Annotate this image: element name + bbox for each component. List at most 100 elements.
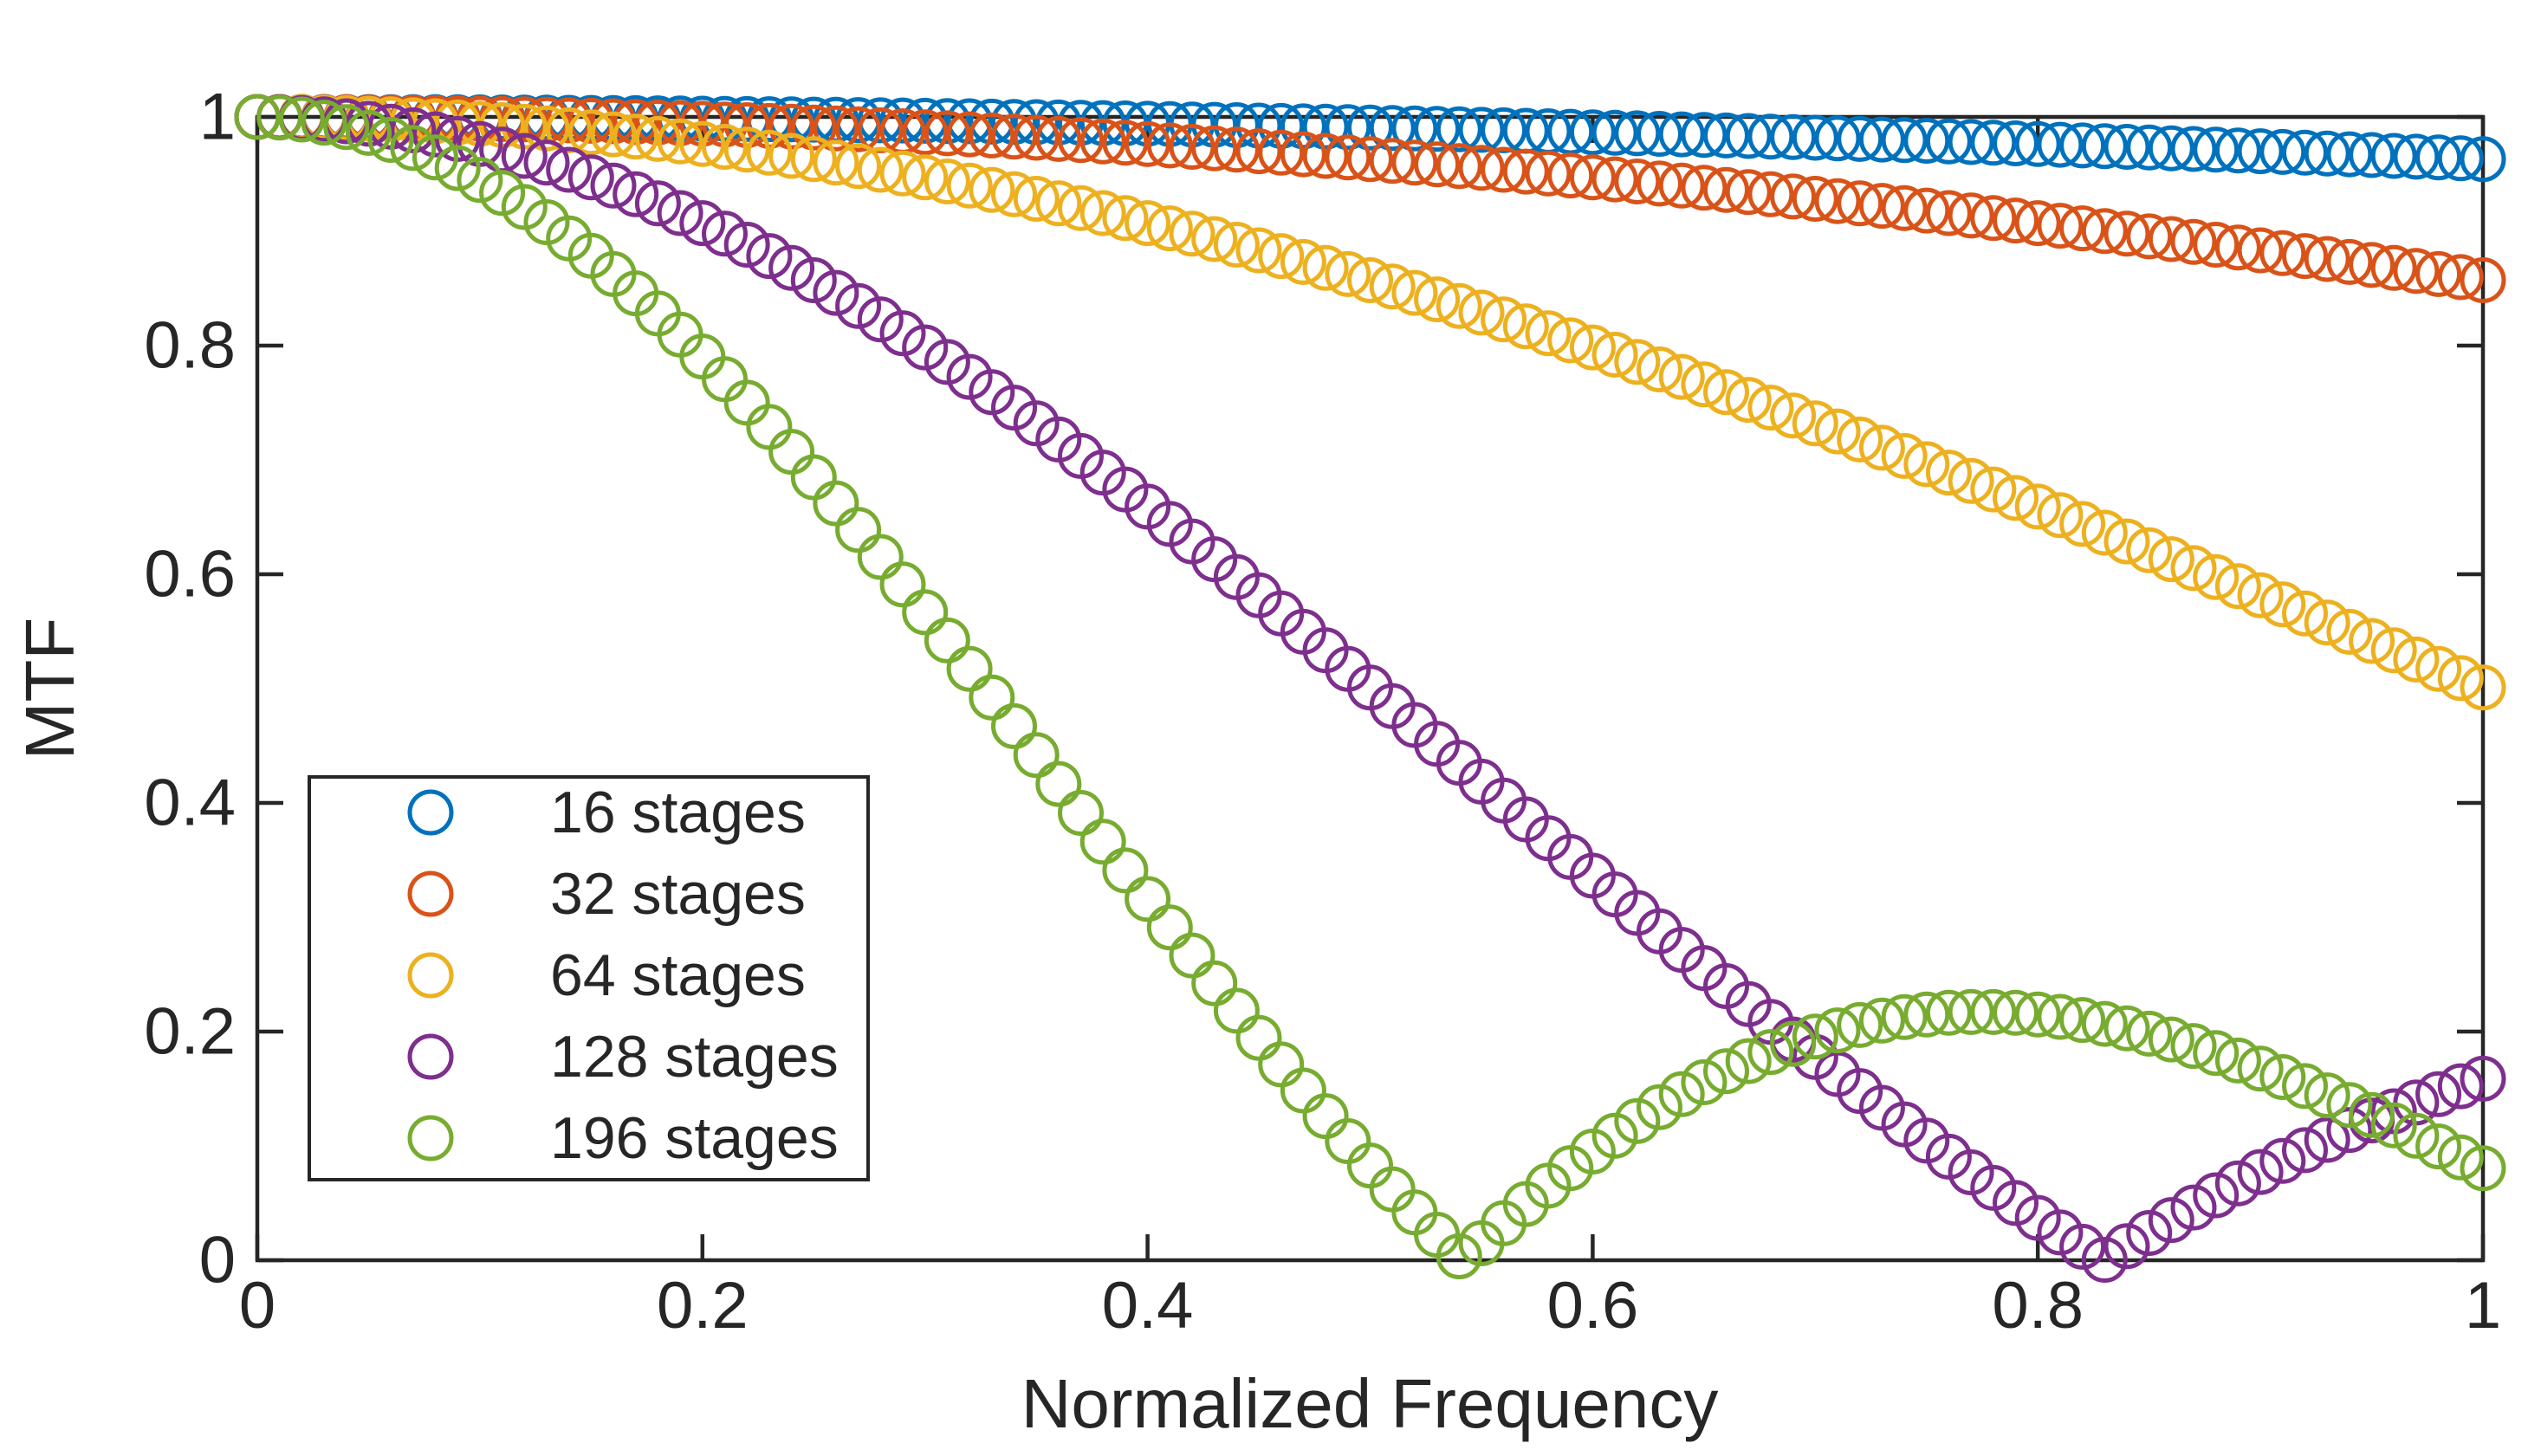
marker <box>2259 128 2306 175</box>
marker <box>2393 133 2440 180</box>
marker <box>2437 135 2484 182</box>
marker <box>2326 1082 2373 1129</box>
marker <box>523 105 570 152</box>
marker <box>1502 148 1549 195</box>
marker <box>2214 224 2261 271</box>
marker <box>2103 124 2150 170</box>
marker <box>1993 475 2039 521</box>
marker <box>1213 126 1260 173</box>
marker <box>1591 109 1638 156</box>
marker <box>1948 988 1994 1035</box>
marker <box>702 124 748 170</box>
marker <box>546 146 593 193</box>
marker <box>1837 416 1883 463</box>
legend-marker-64-stages-icon <box>407 952 454 999</box>
marker <box>434 145 481 191</box>
x-tick-label: 0.8 <box>1992 1269 2084 1343</box>
marker <box>1925 118 1972 165</box>
marker <box>1970 195 2017 242</box>
marker <box>1569 154 1616 201</box>
marker <box>479 170 526 217</box>
marker <box>1703 369 1749 416</box>
marker <box>501 184 548 230</box>
marker <box>2170 218 2217 265</box>
marker <box>2193 1172 2240 1219</box>
marker <box>2037 203 2084 249</box>
marker <box>2237 227 2284 274</box>
legend-item-196-stages[interactable]: 196 stages <box>407 1105 839 1171</box>
marker <box>2304 236 2350 282</box>
marker <box>679 200 726 247</box>
x-tick-label: 1 <box>2465 1269 2501 1343</box>
marker <box>746 404 793 450</box>
marker <box>1637 1084 1682 1130</box>
marker <box>2259 230 2306 276</box>
marker <box>1547 152 1594 199</box>
marker <box>590 111 637 158</box>
marker <box>2148 125 2194 171</box>
marker <box>879 310 926 357</box>
marker <box>857 296 904 343</box>
marker <box>2148 1016 2194 1063</box>
marker <box>1481 146 1527 193</box>
legend-label: 128 stages <box>550 1024 839 1090</box>
marker <box>1747 1029 1794 1076</box>
marker <box>278 96 325 143</box>
marker <box>2415 250 2462 297</box>
marker <box>2037 993 2084 1040</box>
marker <box>2037 492 2084 539</box>
marker <box>546 97 593 144</box>
marker <box>2304 1072 2350 1119</box>
marker <box>1035 115 1082 162</box>
marker <box>813 105 859 152</box>
x-tick-label: 0.4 <box>1102 1269 1194 1343</box>
marker <box>1369 1166 1416 1213</box>
marker <box>1725 169 1772 216</box>
marker <box>2059 997 2106 1044</box>
plot-border <box>255 114 2486 1263</box>
marker <box>879 97 926 144</box>
marker <box>1614 110 1661 157</box>
marker <box>2326 1107 2373 1154</box>
marker <box>1058 790 1104 836</box>
marker <box>2014 200 2061 247</box>
marker <box>2415 134 2462 181</box>
marker <box>835 143 882 190</box>
marker <box>1436 106 1482 152</box>
marker <box>1637 111 1682 157</box>
marker <box>1191 960 1238 1006</box>
marker <box>879 561 926 608</box>
legend-item-64-stages[interactable]: 64 stages <box>407 942 806 1008</box>
legend-item-32-stages[interactable]: 32 stages <box>407 861 806 927</box>
y-tick-label: 0 <box>199 1224 236 1297</box>
marker <box>835 507 882 553</box>
marker <box>2460 1145 2506 1192</box>
marker <box>634 115 681 162</box>
marker <box>991 702 1037 749</box>
marker <box>2081 1237 2128 1283</box>
marker <box>1146 122 1193 169</box>
legend-item-16-stages[interactable]: 16 stages <box>407 780 806 845</box>
marker <box>2437 1134 2484 1181</box>
legend-item-128-stages[interactable]: 128 stages <box>407 1024 839 1090</box>
marker <box>2126 527 2173 573</box>
legend[interactable]: 16 stages 32 stages 64 stages 128 stages… <box>308 775 870 1181</box>
marker <box>2059 1223 2106 1270</box>
series-128-stages-markers <box>234 94 2506 1283</box>
legend-label: 196 stages <box>550 1105 839 1171</box>
marker <box>1525 150 1572 197</box>
marker <box>2349 132 2395 178</box>
marker <box>768 244 815 291</box>
marker <box>1325 250 1371 297</box>
marker <box>2282 1063 2328 1110</box>
marker <box>790 257 837 303</box>
marker <box>2014 483 2061 530</box>
marker <box>1658 162 1705 209</box>
marker <box>1079 819 1126 865</box>
marker <box>2437 1063 2484 1110</box>
marker <box>2460 664 2506 711</box>
marker <box>2214 127 2261 174</box>
marker <box>902 589 949 636</box>
marker <box>946 645 993 692</box>
marker <box>723 126 770 173</box>
